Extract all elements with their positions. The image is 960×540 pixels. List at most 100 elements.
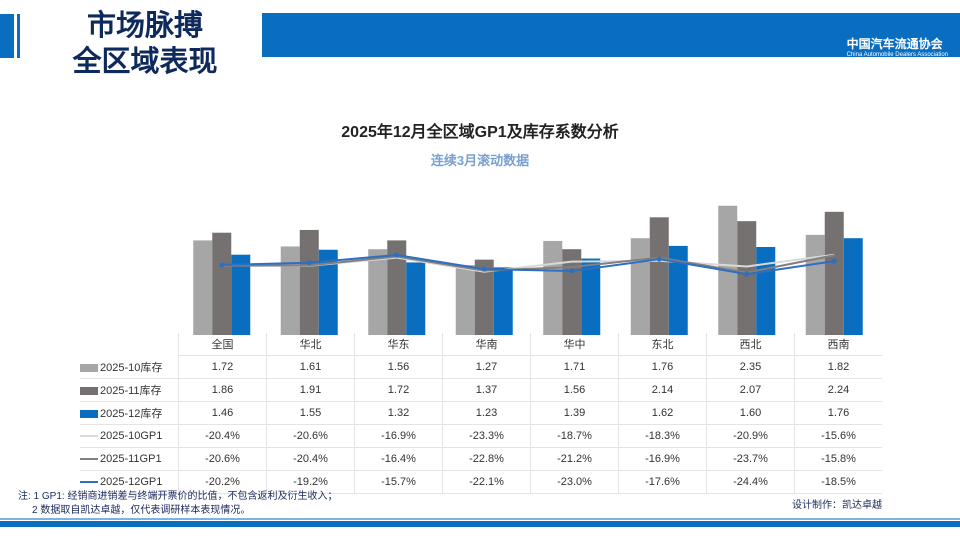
line-2025-11GP1 xyxy=(221,254,835,274)
legend-swatch xyxy=(80,387,98,396)
chart-subtitle: 连续3月滚动数据 xyxy=(430,153,530,168)
point-2025-12GP1-全国 xyxy=(219,262,225,268)
point-2025-12GP1-西南 xyxy=(831,258,837,264)
data-label: -20.4% xyxy=(178,424,267,448)
data-label: -23.3% xyxy=(442,424,531,448)
table-header-row: 全国 华北 华东 华南 华中 东北 西北 西南 xyxy=(80,333,882,356)
category-label: 全国 xyxy=(178,333,267,356)
bar-2025-10库存-华南 xyxy=(455,265,475,335)
series-name: 2025-11库存 xyxy=(100,385,162,397)
bar-2025-10库存-华东 xyxy=(368,249,388,335)
series-label: 2025-12GP1 xyxy=(80,470,179,494)
point-2025-12GP1-华北 xyxy=(306,260,312,266)
legend-line xyxy=(80,435,98,438)
series-name: 2025-12库存 xyxy=(100,408,163,420)
data-label: 1.32 xyxy=(354,401,443,425)
bar-2025-11库存-西南 xyxy=(824,211,844,335)
data-label: -16.4% xyxy=(354,447,443,471)
data-label: -15.8% xyxy=(794,447,882,471)
data-label: 1.37 xyxy=(442,378,531,402)
data-label: -18.3% xyxy=(618,424,707,448)
bar-2025-12库存-西南 xyxy=(843,238,863,335)
category-label: 东北 xyxy=(618,333,707,356)
bar-2025-12库存-华东 xyxy=(406,262,426,335)
series-label: 2025-10库存 xyxy=(80,355,179,379)
data-label: 1.76 xyxy=(618,355,707,379)
series-name: 2025-11GP1 xyxy=(100,453,162,465)
data-label: 1.61 xyxy=(266,355,355,379)
bottom-line xyxy=(0,518,960,520)
bar-2025-10库存-全国 xyxy=(193,240,213,335)
bar-2025-12库存-全国 xyxy=(231,254,251,335)
data-label: -22.1% xyxy=(442,470,531,494)
bar-2025-11库存-华南 xyxy=(474,259,494,335)
data-label: 1.46 xyxy=(178,401,267,425)
data-label: 1.23 xyxy=(442,401,531,425)
data-label: -18.5% xyxy=(794,470,882,494)
data-label: -21.2% xyxy=(530,447,619,471)
data-label: -20.6% xyxy=(178,447,267,471)
data-label: 1.56 xyxy=(354,355,443,379)
logo-en: China Automobile Dealers Association xyxy=(846,52,948,58)
bar-2025-11库存-华北 xyxy=(299,229,319,335)
table-row: 2025-10库存 1.72 1.61 1.56 1.27 1.71 1.76 2.35 1.8… xyxy=(80,355,882,379)
series-label: 2025-12库存 xyxy=(80,401,179,425)
data-label: -19.2% xyxy=(266,470,355,494)
design-credit: 设计制作：凯达卓越 xyxy=(792,500,882,511)
bar-2025-12库存-华中 xyxy=(581,258,601,335)
category-label: 西北 xyxy=(706,333,795,356)
category-label: 华中 xyxy=(530,333,619,356)
data-label: -23.7% xyxy=(706,447,795,471)
category-label: 华东 xyxy=(354,333,443,356)
bar-2025-10库存-西南 xyxy=(805,234,825,335)
data-label: -16.9% xyxy=(354,424,443,448)
logo-cn: 中国汽车流通协会 xyxy=(846,37,943,51)
data-label: -17.6% xyxy=(618,470,707,494)
point-2025-12GP1-华东 xyxy=(394,252,400,258)
bottom-bar xyxy=(0,521,960,527)
data-label: 1.39 xyxy=(530,401,619,425)
data-label: -15.6% xyxy=(794,424,882,448)
legend-swatch xyxy=(80,363,98,372)
category-label: 西南 xyxy=(794,333,882,356)
bar-2025-10库存-华中 xyxy=(543,240,563,335)
data-label: 2.24 xyxy=(794,378,882,402)
series-name: 2025-10GP1 xyxy=(100,430,163,442)
legend-line xyxy=(80,458,98,461)
data-label: 1.76 xyxy=(794,401,882,425)
data-label: 1.82 xyxy=(794,355,882,379)
bar-2025-11库存-西北 xyxy=(737,221,757,335)
data-label: 1.27 xyxy=(442,355,531,379)
line-2025-12GP1 xyxy=(221,253,835,276)
series-name: 2025-10库存 xyxy=(100,361,163,374)
bar-2025-12库存-华北 xyxy=(318,249,338,335)
table-row: 2025-12GP1 -20.2% -19.2% -15.7% -22.1% -23.0%… xyxy=(80,470,882,494)
title-line1: 市场脉搏 xyxy=(86,10,203,42)
data-label: 1.91 xyxy=(266,378,355,402)
logo: 中国汽车流通协会 China Automobile Dealers Associa… xyxy=(847,35,948,58)
data-label: 1.62 xyxy=(618,401,707,425)
bar-2025-12库存-华南 xyxy=(493,267,513,335)
title-line2: 全区域表现 xyxy=(72,46,218,78)
series-label: 2025-11GP1 xyxy=(80,447,179,471)
data-label: -20.6% xyxy=(266,424,355,448)
bar-2025-12库存-东北 xyxy=(668,245,688,335)
data-table: 全国 华北 华东 华南 华中 东北 西北 西南 2025-10库存 1.72 1.61 1.56 1.2… xyxy=(80,333,882,494)
note-1: 注: 1 GP1: 经销商进销差与终端开票价的比值，不包含返利及衍生收入； xyxy=(18,491,338,502)
series-name: 2025-12GP1 xyxy=(100,476,163,488)
bar-2025-11库存-华东 xyxy=(387,240,407,335)
header-band: 中国汽车流通协会 China Automobile Dealers Associa… xyxy=(262,13,960,58)
corner xyxy=(80,333,179,356)
category-label: 华南 xyxy=(442,333,531,356)
data-label: 1.71 xyxy=(530,355,619,379)
table-row: 2025-11库存 1.86 1.91 1.72 1.37 1.56 2.14 2.07 2.2… xyxy=(80,378,882,402)
bar-2025-10库存-东北 xyxy=(630,238,650,335)
bar-2025-10库存-华北 xyxy=(280,246,300,335)
data-label: 2.07 xyxy=(706,378,795,402)
data-label: 1.56 xyxy=(530,378,619,402)
data-label: -20.4% xyxy=(266,447,355,471)
data-label: -20.2% xyxy=(178,470,267,494)
data-label: -24.4% xyxy=(706,470,795,494)
series-label: 2025-11库存 xyxy=(80,378,179,402)
data-label: 1.72 xyxy=(178,355,267,379)
